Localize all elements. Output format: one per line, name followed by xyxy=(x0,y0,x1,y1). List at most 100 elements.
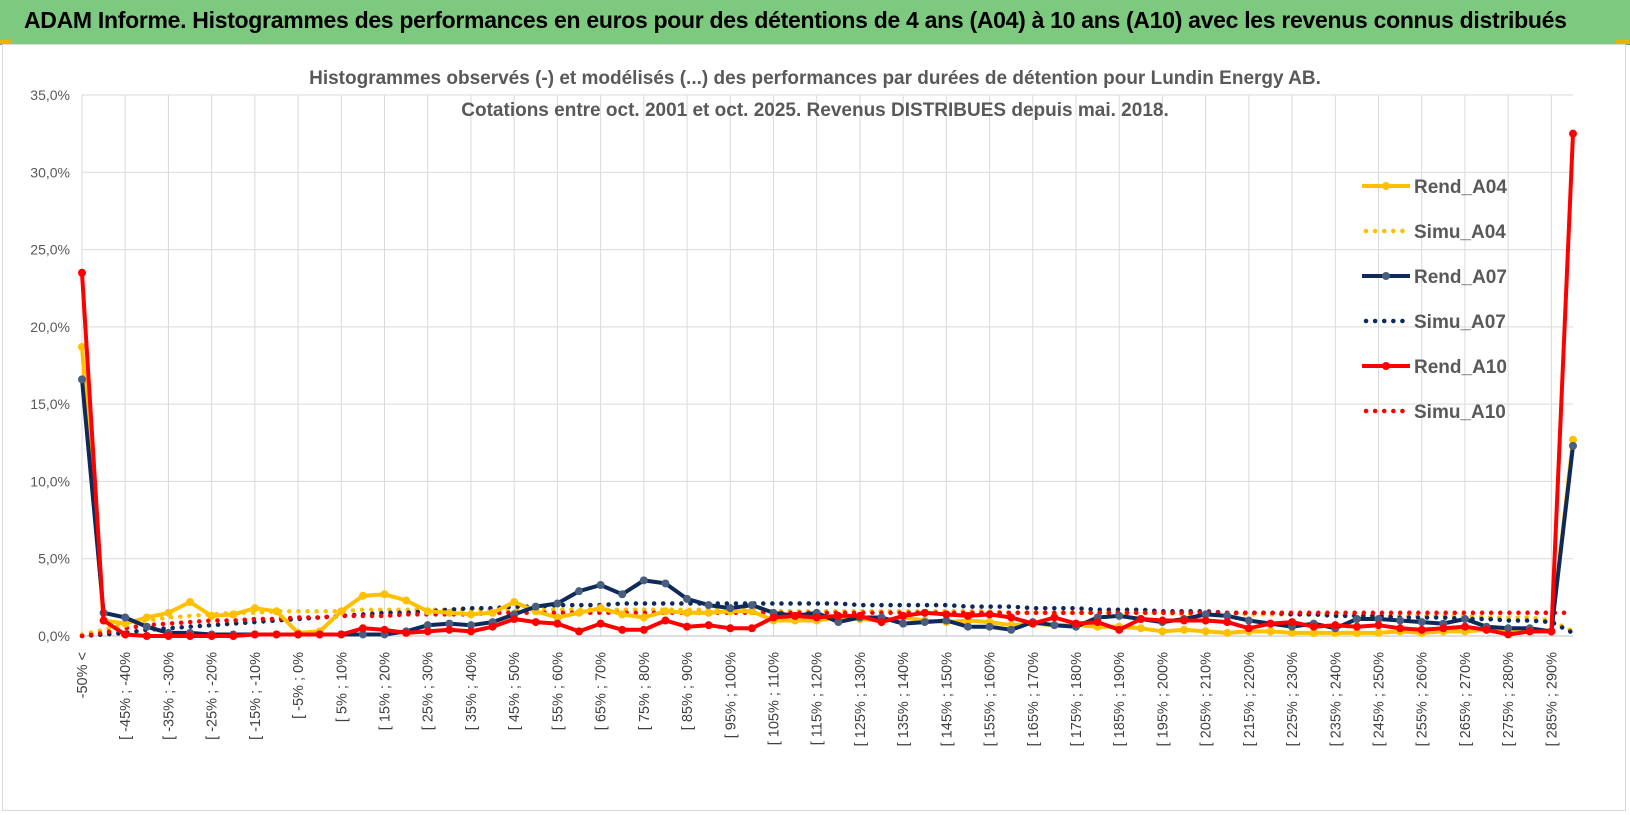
data-point xyxy=(1569,435,1577,444)
data-point xyxy=(1547,627,1556,636)
data-point xyxy=(618,590,627,599)
data-point xyxy=(747,607,756,616)
data-point xyxy=(186,632,195,640)
data-point xyxy=(466,621,475,630)
legend-item-Rend_A04: Rend_A04 xyxy=(1362,177,1507,198)
data-point xyxy=(1309,628,1318,637)
data-point xyxy=(1223,611,1232,620)
x-tick-label: [ 85% ; 90% xyxy=(680,652,696,730)
data-point xyxy=(661,607,670,616)
x-tick-label: [ -45% ; -40% xyxy=(118,652,134,740)
data-point xyxy=(704,608,713,617)
x-tick-label: [ 55% ; 60% xyxy=(550,652,566,730)
x-tick-label: [ 175% ; 180% xyxy=(1069,652,1085,746)
data-point xyxy=(1309,622,1318,631)
legend-marker xyxy=(1382,272,1390,280)
data-point xyxy=(445,619,454,628)
data-point xyxy=(1288,618,1297,627)
data-point xyxy=(1180,625,1189,634)
data-point xyxy=(1244,624,1253,633)
data-point xyxy=(510,614,519,623)
x-tick-label: [ 125% ; 130% xyxy=(853,652,869,746)
data-point xyxy=(1374,621,1383,630)
data-point xyxy=(726,624,735,633)
x-tick-label: [ 5% ; 10% xyxy=(334,652,350,722)
data-point xyxy=(1244,616,1253,625)
data-point xyxy=(78,268,86,277)
series-Rend_A04 xyxy=(78,342,1577,637)
data-point xyxy=(1569,441,1577,450)
data-point xyxy=(272,607,281,616)
data-point xyxy=(1352,622,1361,631)
data-point xyxy=(920,608,929,617)
banner-accent-right xyxy=(1616,40,1630,44)
data-point xyxy=(1525,627,1534,636)
data-point xyxy=(1136,624,1145,633)
x-tick-label: [ 155% ; 160% xyxy=(983,652,999,746)
data-point xyxy=(1136,614,1145,623)
data-point xyxy=(1007,625,1016,634)
data-point xyxy=(337,630,346,639)
x-tick-label: [ 205% ; 210% xyxy=(1199,652,1215,746)
data-point xyxy=(445,608,454,617)
data-point xyxy=(726,604,735,613)
data-point xyxy=(812,613,821,622)
data-point xyxy=(121,619,130,628)
data-point xyxy=(1158,616,1167,625)
data-point xyxy=(207,611,216,620)
data-point xyxy=(121,613,130,622)
data-point xyxy=(920,618,929,627)
x-tick-label: [ 105% ; 110% xyxy=(766,652,782,745)
data-point xyxy=(229,632,238,640)
legend-marker xyxy=(1382,362,1390,370)
data-point xyxy=(488,608,497,617)
data-point xyxy=(1028,619,1037,628)
title-banner: ADAM Informe. Histogrammes des performan… xyxy=(0,0,1630,45)
data-point xyxy=(834,618,843,627)
series-Simu_A07 xyxy=(79,601,1576,639)
legend-item-Rend_A07: Rend_A07 xyxy=(1362,267,1507,288)
data-point xyxy=(618,610,627,619)
data-point xyxy=(1417,625,1426,634)
data-point xyxy=(575,608,583,617)
grid-layer xyxy=(81,94,1573,637)
data-point xyxy=(1072,619,1080,628)
data-point xyxy=(142,613,151,622)
data-point xyxy=(402,596,411,605)
data-point xyxy=(1396,616,1405,625)
legend-label: Simu_A10 xyxy=(1414,402,1506,423)
data-point xyxy=(1266,619,1275,628)
data-point xyxy=(358,591,367,600)
data-point xyxy=(1417,618,1426,627)
x-tick-label: [ -5% ; 0% xyxy=(291,652,307,719)
y-tick-label: 30,0% xyxy=(30,164,70,180)
data-point xyxy=(639,625,648,634)
data-point xyxy=(337,607,346,616)
x-tick-label: -50% < xyxy=(75,652,91,698)
data-point xyxy=(99,616,108,625)
x-tick-label: [ 15% ; 20% xyxy=(378,652,394,730)
series-line xyxy=(79,610,1576,639)
x-tick-label: [ 35% ; 40% xyxy=(464,652,480,730)
data-point xyxy=(1396,624,1405,633)
legend-item-Simu_A07: Simu_A07 xyxy=(1363,312,1506,333)
data-point xyxy=(1569,129,1577,138)
legend-item-Simu_A10: Simu_A10 xyxy=(1363,402,1506,423)
data-point xyxy=(250,630,259,639)
data-point xyxy=(596,604,605,613)
x-tick-label: [ 25% ; 30% xyxy=(421,652,437,730)
x-tick-label: [ 45% ; 50% xyxy=(507,652,523,730)
data-point xyxy=(683,594,692,603)
series-layer xyxy=(78,129,1577,640)
data-point xyxy=(121,630,130,639)
legend-marker xyxy=(1382,182,1390,190)
data-point xyxy=(1288,628,1297,637)
y-tick-label: 25,0% xyxy=(30,242,70,258)
x-tick-label: [ 65% ; 70% xyxy=(594,652,610,730)
data-point xyxy=(1201,616,1210,625)
data-point xyxy=(985,610,994,619)
data-point xyxy=(1482,625,1491,634)
data-point xyxy=(899,619,908,628)
data-point xyxy=(207,632,216,640)
legend-item-Rend_A10: Rend_A10 xyxy=(1362,357,1507,378)
